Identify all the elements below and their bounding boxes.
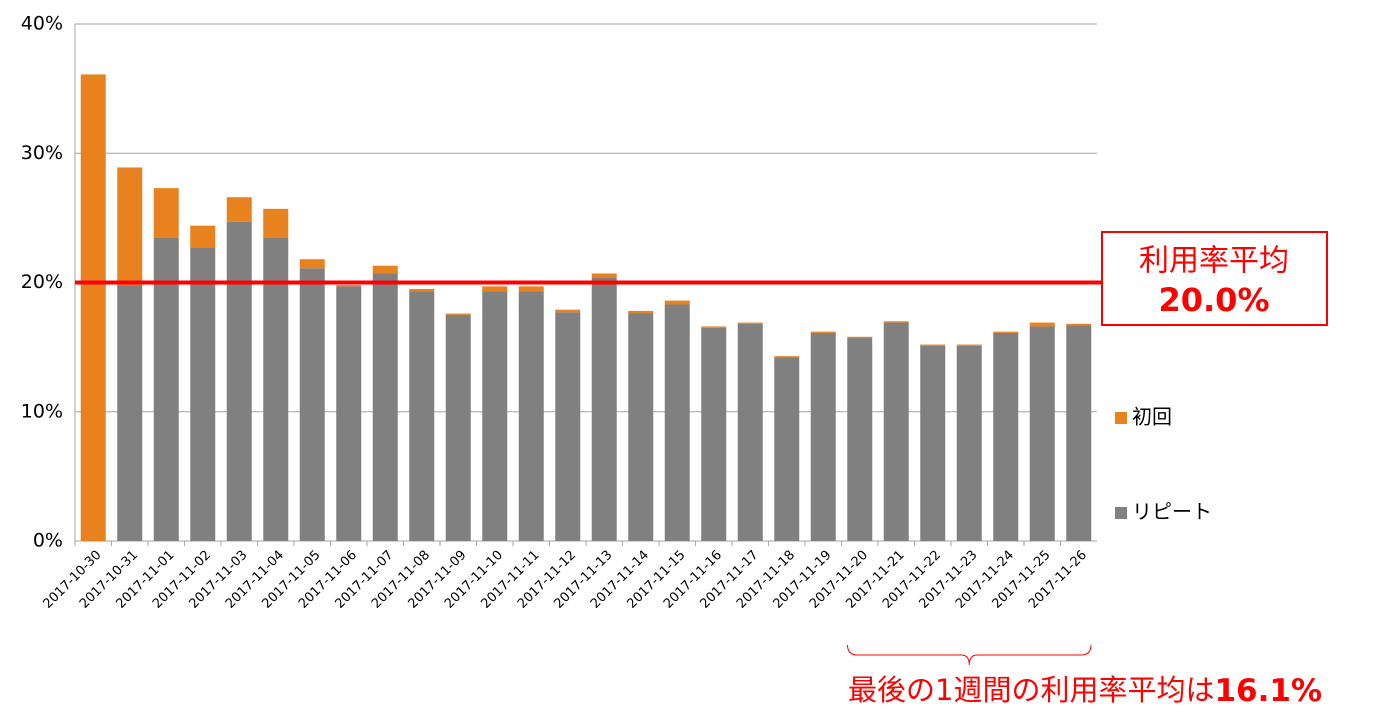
bar-segment [628,313,654,541]
legend-swatch [1115,412,1127,424]
y-tick-label: 10% [21,400,63,422]
bar-segment [847,338,873,541]
y-tick-label: 30% [21,142,63,164]
bar-segment [664,304,690,541]
bar-segment [409,288,435,292]
y-tick-label: 20% [21,271,63,293]
bracket [847,644,1092,666]
bar-segment [555,312,581,541]
bar-segment [372,265,398,274]
bar-segment [482,286,508,292]
bar-segment [409,291,435,541]
bar-segment [445,314,471,541]
bar-segment [810,331,836,333]
bar-segment [226,197,252,222]
bar-segment [190,225,216,248]
bar-segment [336,286,362,541]
bar-segment [518,291,544,541]
legend-swatch [1115,507,1127,519]
bar-segment [956,345,982,541]
bar-segment [920,345,946,541]
bar-segment [299,259,325,269]
bar-segment [117,285,143,541]
last-week-value: 16.1% [1214,673,1322,709]
bar-segment [664,300,690,305]
y-tick-label: 40% [21,13,63,35]
bar-segment [117,167,143,286]
y-tick-label: 0% [33,530,63,552]
bar-segment [628,310,654,314]
bar-segment [993,331,1019,333]
bar-segment [518,286,544,292]
bar-segment [263,237,289,541]
bar-segment [993,332,1019,541]
bar-segment [445,313,471,315]
bar-segment [153,237,179,541]
bar-segment [701,327,727,541]
bar-segment [263,208,289,238]
bar-segment [883,322,909,541]
legend-label: 初回 [1132,405,1172,429]
bar-segment [80,74,106,541]
bar-segment [1029,326,1055,541]
bar-segment [153,188,179,238]
bar-segment [774,357,800,541]
annotation-value: 20.0% [1158,281,1269,319]
bar-segment [591,273,617,278]
bar-segment [226,221,252,541]
bar-segment [810,332,836,541]
bar-segment [737,323,763,541]
bar-segment [591,277,617,541]
annotation-box [1101,231,1328,326]
bar-segment [883,321,909,323]
bar-segment [555,309,581,313]
bar-segment [701,326,727,328]
bar-segment [1066,325,1092,541]
bar-segment [956,344,982,346]
bar-segment [920,344,946,346]
bar-segment [1066,323,1092,326]
bar-segment [1029,322,1055,327]
bar-segment [299,268,325,541]
annotation-title: 利用率平均 [1139,244,1289,279]
bar-segment [372,273,398,541]
bar-segment [774,356,800,358]
bar-segment [482,291,508,541]
bar-segment [190,247,216,542]
bar-segment [336,285,362,287]
bar-segment [737,322,763,324]
bar-segment [847,336,873,339]
last-week-text: 最後の1週間の利用率平均は [848,673,1214,707]
last-week-annotation: 最後の1週間の利用率平均は16.1% [848,673,1322,709]
legend-label: リピート [1132,500,1212,524]
